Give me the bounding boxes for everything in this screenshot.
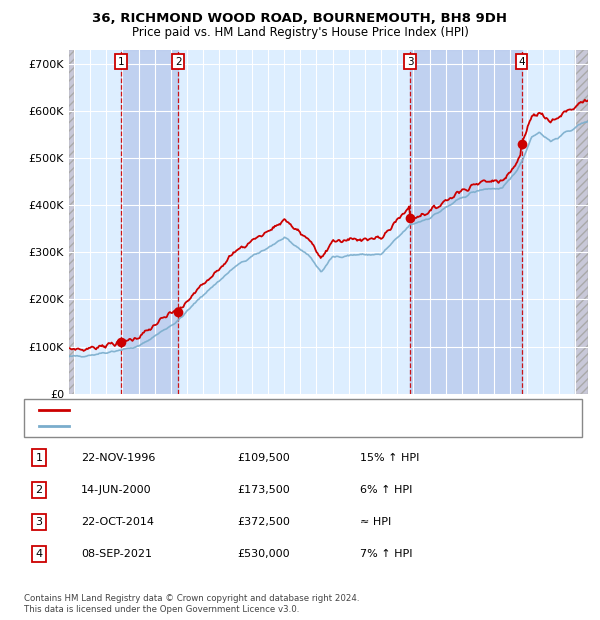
Text: 36, RICHMOND WOOD ROAD, BOURNEMOUTH, BH8 9DH: 36, RICHMOND WOOD ROAD, BOURNEMOUTH, BH8… [92,12,508,25]
Text: HPI: Average price, detached house, Bournemouth Christchurch and Poole: HPI: Average price, detached house, Bour… [75,422,439,432]
Text: 7% ↑ HPI: 7% ↑ HPI [360,549,413,559]
Bar [121,50,178,394]
Text: 2: 2 [175,56,181,66]
Text: 22-OCT-2014: 22-OCT-2014 [81,517,154,527]
Text: Contains HM Land Registry data © Crown copyright and database right 2024.
This d: Contains HM Land Registry data © Crown c… [24,595,359,614]
Text: Price paid vs. HM Land Registry's House Price Index (HPI): Price paid vs. HM Land Registry's House … [131,26,469,39]
Text: 3: 3 [35,517,43,527]
Text: 36, RICHMOND WOOD ROAD, BOURNEMOUTH, BH8 9DH (detached house): 36, RICHMOND WOOD ROAD, BOURNEMOUTH, BH8… [75,405,440,415]
Text: £530,000: £530,000 [237,549,290,559]
Bar [410,50,521,394]
Text: £109,500: £109,500 [237,453,290,463]
Text: £372,500: £372,500 [237,517,290,527]
Text: 2: 2 [35,485,43,495]
Text: 14-JUN-2000: 14-JUN-2000 [81,485,152,495]
Text: £173,500: £173,500 [237,485,290,495]
Text: 1: 1 [35,453,43,463]
Text: 6% ↑ HPI: 6% ↑ HPI [360,485,412,495]
Text: 4: 4 [35,549,43,559]
Text: 1: 1 [118,56,124,66]
Text: 15% ↑ HPI: 15% ↑ HPI [360,453,419,463]
Text: 08-SEP-2021: 08-SEP-2021 [81,549,152,559]
Text: 4: 4 [518,56,525,66]
Bar [69,50,74,394]
Text: ≈ HPI: ≈ HPI [360,517,391,527]
Text: 22-NOV-1996: 22-NOV-1996 [81,453,155,463]
Text: 3: 3 [407,56,413,66]
Bar [575,50,588,394]
